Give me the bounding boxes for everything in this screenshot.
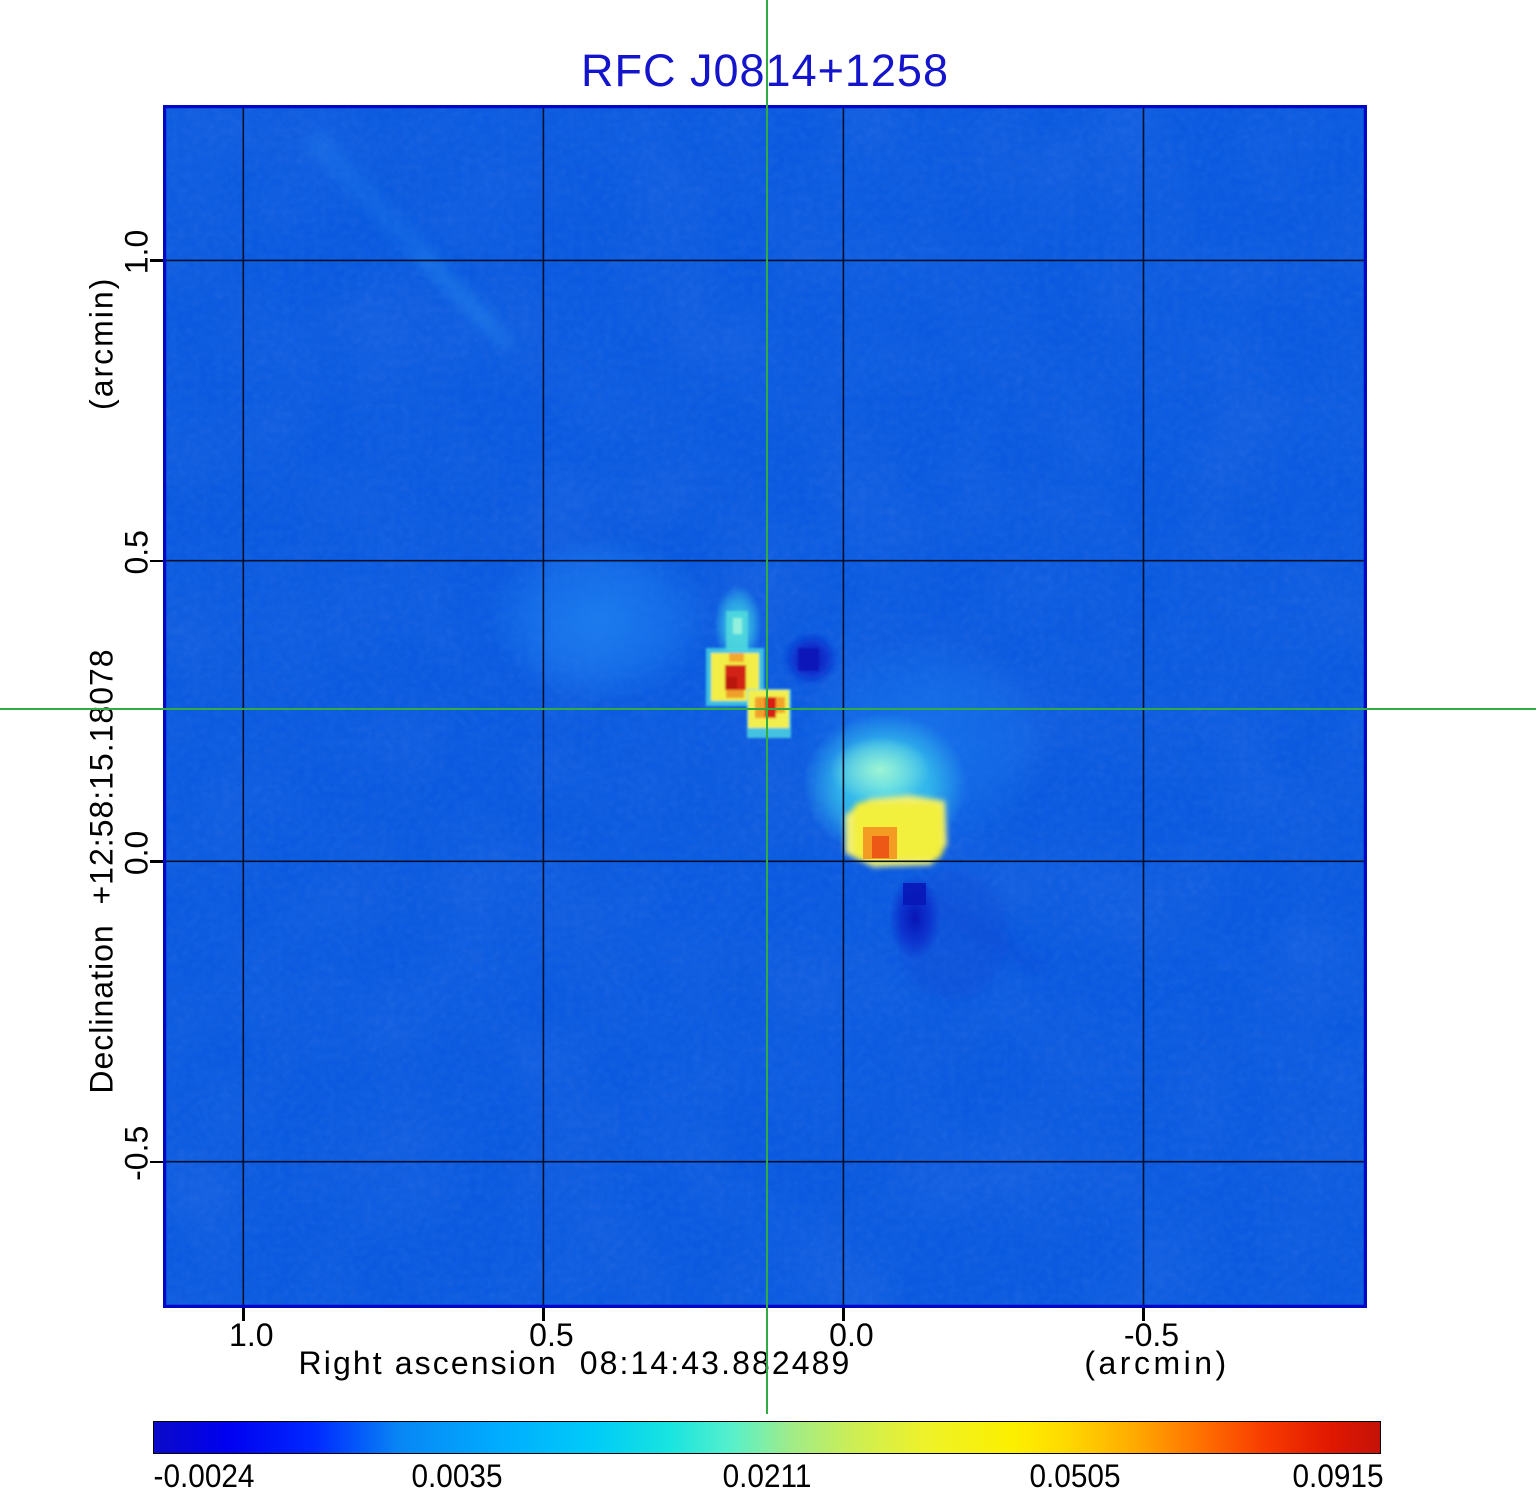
svg-text:0.0: 0.0 <box>119 831 155 875</box>
svg-text:1.0: 1.0 <box>119 230 155 274</box>
svg-text:(arcmin): (arcmin) <box>84 277 120 410</box>
svg-text:-0.5: -0.5 <box>119 1126 155 1181</box>
svg-text:Declination +12:58:15.18078: Declination +12:58:15.18078 <box>84 648 120 1093</box>
svg-text:0.5: 0.5 <box>119 530 155 574</box>
